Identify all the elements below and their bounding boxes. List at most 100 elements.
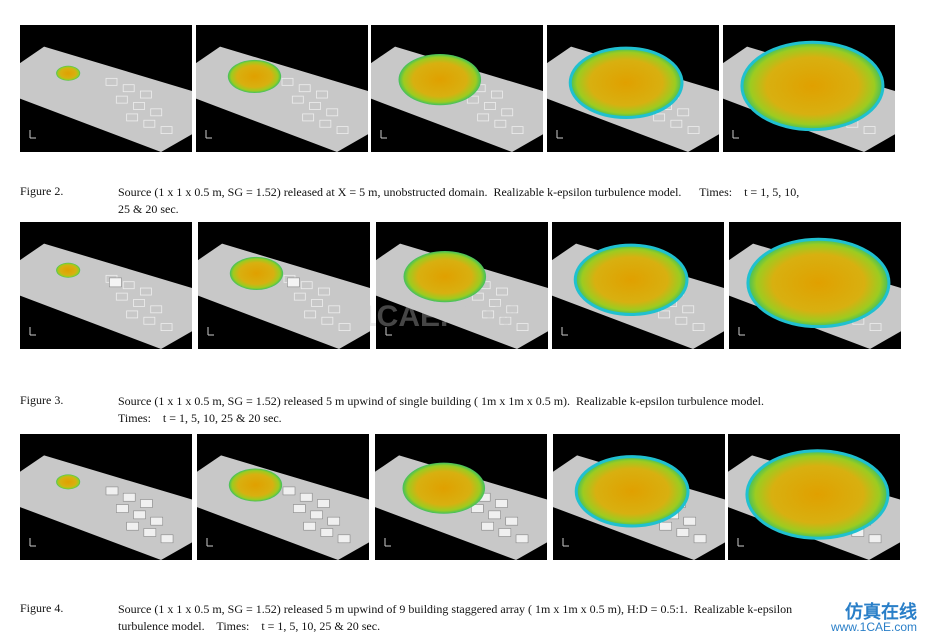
footprint	[863, 126, 876, 134]
building	[105, 486, 119, 496]
dense-gas-cloud	[745, 449, 890, 540]
footprint	[658, 310, 671, 319]
figure-label: Figure 3.	[20, 393, 64, 407]
caption-line: turbulence model. Times: t = 1, 5, 10, 2…	[118, 619, 381, 633]
footprint	[677, 108, 690, 117]
footprint	[692, 323, 705, 331]
building	[337, 534, 351, 544]
footprint	[494, 119, 507, 128]
building	[293, 504, 306, 513]
footprint	[653, 113, 666, 122]
axis-triad	[29, 130, 36, 139]
figure-caption: Source (1 x 1 x 0.5 m, SG = 1.52) releas…	[118, 601, 792, 635]
footprint	[115, 292, 128, 301]
footprint	[484, 102, 496, 110]
caption-line: Source (1 x 1 x 0.5 m, SG = 1.52) releas…	[118, 394, 764, 408]
footprint	[516, 323, 529, 331]
simulation-frame	[20, 434, 192, 560]
footprint	[326, 108, 339, 117]
dense-gas-cloud	[403, 251, 487, 303]
axis-triad	[732, 130, 739, 139]
footprint	[281, 77, 294, 86]
building	[868, 534, 882, 544]
dense-gas-cloud	[574, 455, 690, 528]
figure-label: Figure 4.	[20, 601, 64, 615]
footprint	[869, 323, 882, 331]
building	[122, 492, 136, 502]
building	[488, 510, 501, 520]
footprint	[150, 108, 163, 117]
footprint	[482, 310, 495, 319]
footprint	[316, 90, 328, 99]
footprint	[115, 95, 128, 104]
axis-triad	[384, 538, 391, 547]
building	[320, 528, 334, 537]
axis-triad	[206, 538, 213, 547]
footprint	[336, 126, 349, 134]
footprint	[291, 95, 304, 104]
building	[693, 534, 707, 544]
footer-url: www.1CAE.com	[830, 620, 917, 634]
building	[116, 504, 129, 513]
building	[160, 534, 174, 544]
dense-gas-cloud	[740, 40, 885, 132]
dense-gas-cloud	[398, 54, 482, 106]
footprint	[675, 316, 688, 325]
building	[515, 534, 529, 544]
footprint	[471, 292, 484, 301]
simulation-frame	[371, 25, 543, 153]
footprint	[491, 90, 503, 99]
footprint	[160, 126, 173, 134]
building	[140, 499, 153, 508]
footprint	[670, 119, 683, 128]
axis-triad	[380, 130, 387, 139]
figure-label: Figure 2.	[20, 184, 64, 198]
axis-triad	[738, 327, 745, 336]
footprint	[122, 281, 135, 290]
building	[126, 521, 139, 531]
building	[498, 528, 512, 537]
axis-triad	[556, 130, 563, 139]
building	[143, 528, 157, 537]
simulation-frame	[552, 222, 724, 349]
footprint	[477, 113, 490, 122]
axis-triad	[562, 538, 569, 547]
building	[495, 499, 508, 508]
axis-triad	[29, 538, 36, 547]
footprint	[311, 299, 323, 307]
footprint	[143, 316, 156, 325]
simulation-frame	[375, 434, 547, 560]
axis-triad	[737, 538, 744, 547]
footprint	[140, 287, 152, 296]
building	[481, 521, 494, 531]
simulation-frame	[20, 222, 192, 349]
axis-triad	[207, 327, 214, 336]
footprint	[338, 323, 351, 331]
footprint	[496, 287, 508, 296]
building	[505, 516, 519, 526]
footprint	[293, 292, 306, 301]
footprint	[140, 90, 152, 99]
footprint	[298, 84, 311, 93]
axis-triad	[561, 327, 568, 336]
building	[676, 528, 690, 537]
figure-caption: Source (1 x 1 x 0.5 m, SG = 1.52) releas…	[118, 184, 799, 218]
footprint	[300, 281, 313, 290]
simulation-frame	[198, 222, 370, 349]
axis-triad	[29, 327, 36, 336]
dense-gas-cloud	[568, 46, 684, 119]
axis-triad	[385, 327, 392, 336]
dense-gas-cloud	[56, 65, 81, 81]
simulation-frame	[723, 25, 895, 153]
simulation-frame	[376, 222, 548, 349]
dense-gas-cloud	[56, 474, 81, 490]
building	[109, 277, 122, 288]
dense-gas-cloud	[746, 237, 891, 329]
footprint	[489, 299, 501, 307]
footprint	[499, 316, 512, 325]
building	[303, 521, 316, 531]
figure-caption: Source (1 x 1 x 0.5 m, SG = 1.52) releas…	[118, 393, 764, 427]
building	[659, 521, 672, 531]
caption-line: Source (1 x 1 x 0.5 m, SG = 1.52) releas…	[118, 185, 800, 199]
